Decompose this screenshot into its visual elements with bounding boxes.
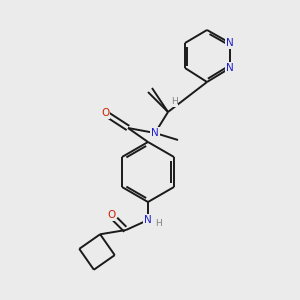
Text: H: H [171, 98, 177, 106]
Text: H: H [154, 220, 161, 229]
Text: N: N [226, 63, 234, 73]
Text: N: N [144, 215, 152, 225]
Text: O: O [107, 210, 115, 220]
Text: O: O [101, 108, 109, 118]
Text: N: N [226, 38, 234, 48]
Text: N: N [151, 128, 159, 138]
